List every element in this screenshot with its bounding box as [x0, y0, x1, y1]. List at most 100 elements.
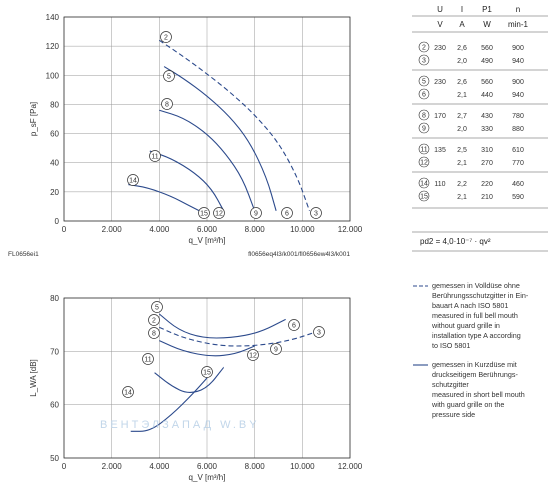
curve-marker-6: 6 [281, 207, 293, 219]
marker-circle [160, 31, 172, 43]
marker-label: 12 [215, 211, 223, 218]
series-2-line [159, 39, 311, 211]
row-marker [418, 143, 430, 155]
x-axis-label: q_V [m³/h] [189, 473, 226, 482]
cell-P1: 330 [481, 126, 493, 133]
cell-U: 110 [434, 181, 445, 188]
marker-circle [148, 314, 160, 326]
legend-dashed-text: measured in full bell mouth [432, 311, 518, 320]
legend-solid-text: druckseitigem Berührungs- [432, 370, 518, 379]
legend-solid-text: with guard grille on the [431, 400, 504, 409]
chart-2: 0 2.000 4.000 6.000 8.000 10.000 12.000 50 60 70 8… [29, 294, 363, 482]
legend-solid-text: schutzgitter [432, 380, 469, 389]
cell-I: 2,5 [457, 147, 467, 154]
x-tick-label: 4.000 [149, 225, 170, 234]
row-marker [418, 156, 430, 168]
cell-P1: 210 [481, 194, 493, 201]
row-marker [418, 88, 430, 100]
x-tick-label: 2.000 [102, 462, 123, 471]
marker-label: 15 [203, 370, 211, 377]
row-id: 9 [422, 126, 426, 133]
cell-I: 2,1 [457, 92, 467, 99]
x-tick-label: 0 [62, 462, 67, 471]
y-tick-label: 100 [46, 71, 60, 80]
chart-1: 0 2.000 4.000 6.000 8.000 10.000 12.000 0 20 40 60… [8, 13, 363, 258]
cell-P1: 440 [481, 92, 493, 99]
cell-I: 2,6 [457, 79, 467, 86]
y-tick-label: 80 [50, 294, 59, 303]
x-tick-label: 12.000 [338, 462, 363, 471]
row-marker [418, 177, 430, 189]
cell-U: 230 [434, 79, 446, 86]
cell-I: 2,1 [457, 160, 467, 167]
curve-marker-5: 5 [151, 301, 163, 313]
table-row: 15 2,1 210 590 [418, 190, 524, 202]
marker-label: 6 [292, 323, 296, 330]
table-unit: V [437, 20, 443, 29]
row-marker [418, 190, 430, 202]
x-tick-label: 10.000 [290, 462, 315, 471]
row-id: 8 [422, 113, 426, 120]
legend: gemessen in Volldüse ohneBerührungsschut… [413, 281, 529, 419]
y-tick-label: 120 [46, 42, 60, 51]
marker-label: 12 [249, 353, 257, 360]
cell-U: 135 [434, 147, 446, 154]
cell-n: 590 [512, 194, 524, 201]
marker-label: 3 [314, 211, 318, 218]
x-axis-label: q_V [m³/h] [189, 236, 226, 245]
x-tick-label: 6.000 [197, 462, 218, 471]
table-header: I [461, 5, 463, 14]
row-marker [418, 54, 430, 66]
y-tick-label: 140 [46, 13, 60, 22]
curve-marker-2: 2 [148, 314, 160, 326]
series-5-line [158, 313, 286, 339]
series-14-line [130, 377, 208, 432]
curve-marker-5: 5 [163, 70, 175, 82]
marker-circle [247, 349, 259, 361]
table-row: 3 2,0 490 940 [418, 54, 524, 66]
y-axis-label: p_sF [Pa] [29, 102, 38, 136]
curve-marker-8: 8 [161, 98, 173, 110]
table-header: P1 [482, 5, 492, 14]
table-row: 12 2,1 270 770 [418, 156, 524, 168]
cell-n: 780 [512, 113, 524, 120]
curve-marker-14: 14 [122, 386, 134, 398]
table-row: 11 135 2,5 310 610 [418, 143, 524, 155]
curve-marker-9: 9 [270, 343, 282, 355]
table-header: n [516, 5, 520, 14]
curve-marker-15: 15 [198, 207, 210, 219]
marker-circle [213, 207, 225, 219]
marker-label: 14 [124, 390, 132, 397]
legend-solid-text: measured in short bell mouth [432, 390, 525, 399]
y-tick-label: 80 [50, 100, 59, 109]
legend-dashed-text: gemessen in Volldüse ohne [432, 281, 520, 290]
row-id: 3 [422, 58, 426, 65]
curve-marker-3: 3 [310, 207, 322, 219]
marker-label: 8 [152, 331, 156, 338]
marker-label: 5 [167, 74, 171, 81]
curve-marker-6: 6 [288, 319, 300, 331]
marker-label: 9 [254, 211, 258, 218]
x-tick-label: 12.000 [338, 225, 363, 234]
cell-I: 2,0 [457, 126, 467, 133]
y-tick-label: 0 [55, 217, 60, 226]
row-marker [418, 122, 430, 134]
cell-n: 940 [512, 58, 524, 65]
y-axis-label: L_WA [dB] [29, 359, 38, 397]
marker-circle [250, 207, 262, 219]
curve-marker-8: 8 [148, 327, 160, 339]
cell-I: 2,2 [457, 181, 467, 188]
legend-dashed-text: bauart A nach ISO 5801 [432, 301, 508, 310]
x-tick-label: 8.000 [245, 462, 266, 471]
marker-label: 2 [164, 35, 168, 42]
plot-frame [63, 297, 351, 459]
cell-P1: 560 [481, 45, 493, 52]
cell-n: 900 [512, 79, 524, 86]
row-id: 14 [420, 181, 428, 188]
row-id: 11 [420, 147, 427, 154]
cell-P1: 490 [481, 58, 493, 65]
marker-circle [161, 98, 173, 110]
footer-left: FL0656ei1 [8, 251, 39, 258]
marker-circle [148, 327, 160, 339]
